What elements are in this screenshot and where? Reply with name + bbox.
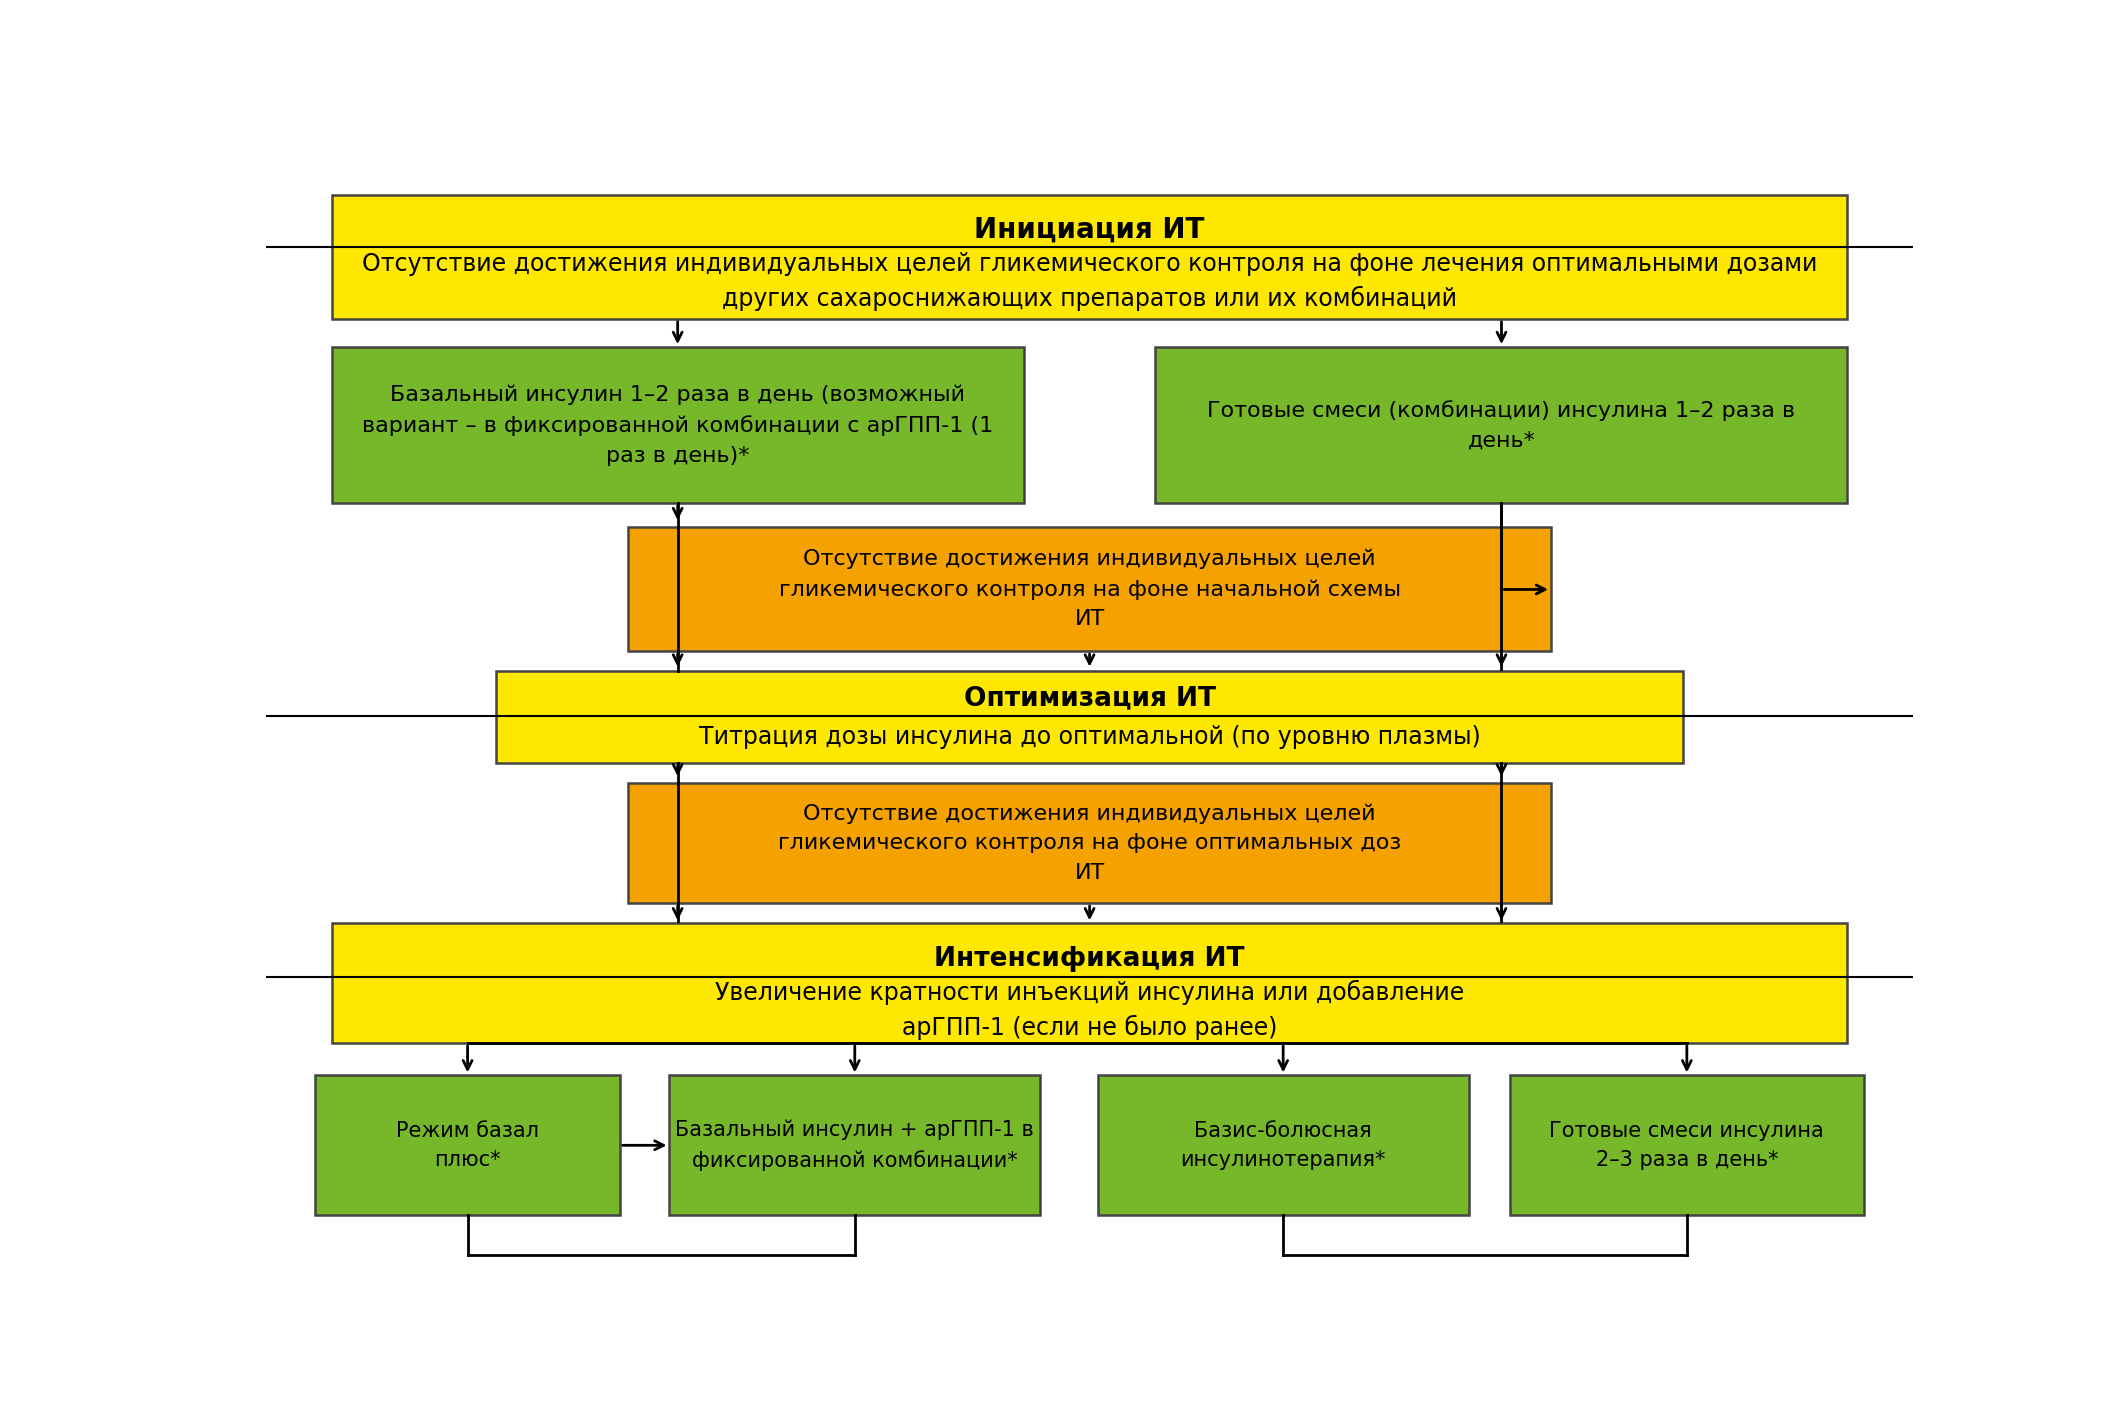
FancyBboxPatch shape [1509,1075,1865,1215]
Text: Базис-болюсная
инсулинотерапия*: Базис-болюсная инсулинотерапия* [1180,1121,1386,1171]
Text: Инициация ИТ: Инициация ИТ [974,215,1205,244]
FancyBboxPatch shape [332,195,1847,319]
FancyBboxPatch shape [629,527,1552,651]
FancyBboxPatch shape [1097,1075,1469,1215]
FancyBboxPatch shape [332,923,1847,1044]
Text: Увеличение кратности инъекций инсулина или добавление
арГПП-1 (если не было ране: Увеличение кратности инъекций инсулина и… [714,980,1465,1040]
Text: Отсутствие достижения индивидуальных целей
гликемического контроля на фоне оптим: Отсутствие достижения индивидуальных цел… [778,803,1401,883]
Text: Отсутствие достижения индивидуальных целей
гликемического контроля на фоне начал: Отсутствие достижения индивидуальных цел… [778,548,1401,629]
Text: Базальный инсулин + арГПП-1 в
фиксированной комбинации*: Базальный инсулин + арГПП-1 в фиксирован… [676,1119,1033,1171]
Text: Оптимизация ИТ: Оптимизация ИТ [963,686,1216,712]
FancyBboxPatch shape [670,1075,1040,1215]
FancyBboxPatch shape [497,671,1684,763]
FancyBboxPatch shape [332,347,1025,503]
Text: Готовые смеси инсулина
2–3 раза в день*: Готовые смеси инсулина 2–3 раза в день* [1550,1121,1824,1171]
Text: Режим базал
плюс*: Режим базал плюс* [395,1121,540,1171]
Text: Готовые смеси (комбинации) инсулина 1–2 раза в
день*: Готовые смеси (комбинации) инсулина 1–2 … [1208,400,1796,450]
Text: Отсутствие достижения индивидуальных целей гликемического контроля на фоне лечен: Отсутствие достижения индивидуальных цел… [361,252,1818,312]
FancyBboxPatch shape [1157,347,1847,503]
Text: Титрация дозы инсулина до оптимальной (по уровню плазмы): Титрация дозы инсулина до оптимальной (п… [699,725,1480,749]
FancyBboxPatch shape [315,1075,621,1215]
FancyBboxPatch shape [629,783,1552,903]
Text: Интенсификация ИТ: Интенсификация ИТ [933,946,1246,973]
Text: Базальный инсулин 1–2 раза в день (возможный
вариант – в фиксированной комбинаци: Базальный инсулин 1–2 раза в день (возмо… [361,384,993,466]
